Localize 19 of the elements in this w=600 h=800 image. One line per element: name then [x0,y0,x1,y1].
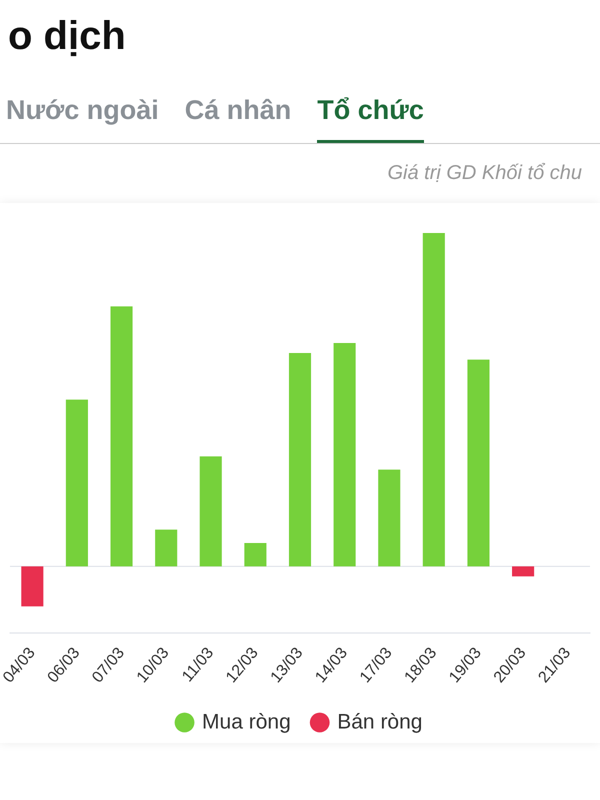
text: Nước ngoài [6,94,159,127]
bar [21,566,44,606]
bar [155,530,178,566]
bar [288,352,312,566]
bar [110,306,133,566]
chart-title: o dịch [8,14,127,59]
legend-label: Mua ròng [202,710,291,734]
text: Cá nhân [184,94,292,127]
bar [512,566,534,576]
bar [334,342,356,566]
chart-subtitle: Giá trị GD Khối tổ chu [386,161,583,185]
text: Tổ chức [317,81,424,143]
bar [66,400,88,566]
bar [467,360,490,566]
bar [378,470,400,566]
bar [422,233,445,566]
bar [244,542,266,566]
legend-label: Bán ròng [337,710,422,734]
bar [200,456,222,566]
